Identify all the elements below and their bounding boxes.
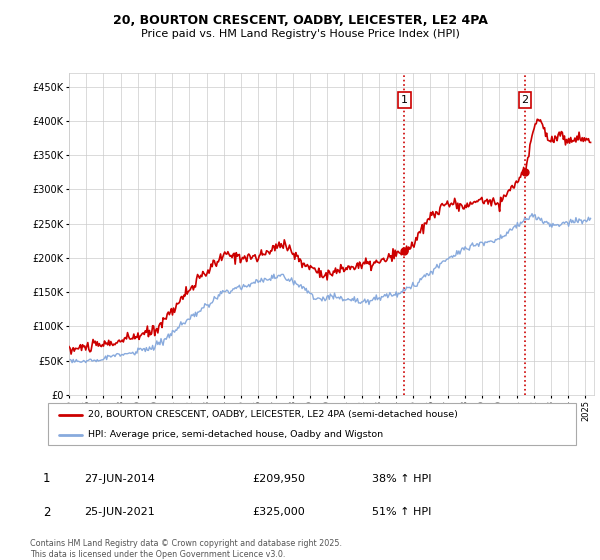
Text: 20, BOURTON CRESCENT, OADBY, LEICESTER, LE2 4PA: 20, BOURTON CRESCENT, OADBY, LEICESTER, … [113,14,487,27]
Text: 51% ↑ HPI: 51% ↑ HPI [372,507,431,517]
Text: 25-JUN-2021: 25-JUN-2021 [84,507,155,517]
Text: 2: 2 [43,506,50,519]
Text: 1: 1 [401,95,408,105]
Text: 38% ↑ HPI: 38% ↑ HPI [372,474,431,484]
FancyBboxPatch shape [48,403,576,445]
Text: 20, BOURTON CRESCENT, OADBY, LEICESTER, LE2 4PA (semi-detached house): 20, BOURTON CRESCENT, OADBY, LEICESTER, … [88,410,457,419]
Text: 27-JUN-2014: 27-JUN-2014 [84,474,155,484]
Text: £209,950: £209,950 [252,474,305,484]
Text: £325,000: £325,000 [252,507,305,517]
Text: 2: 2 [521,95,529,105]
Text: HPI: Average price, semi-detached house, Oadby and Wigston: HPI: Average price, semi-detached house,… [88,430,383,439]
Text: Contains HM Land Registry data © Crown copyright and database right 2025.
This d: Contains HM Land Registry data © Crown c… [30,539,342,559]
Text: 1: 1 [43,472,50,486]
Text: Price paid vs. HM Land Registry's House Price Index (HPI): Price paid vs. HM Land Registry's House … [140,29,460,39]
